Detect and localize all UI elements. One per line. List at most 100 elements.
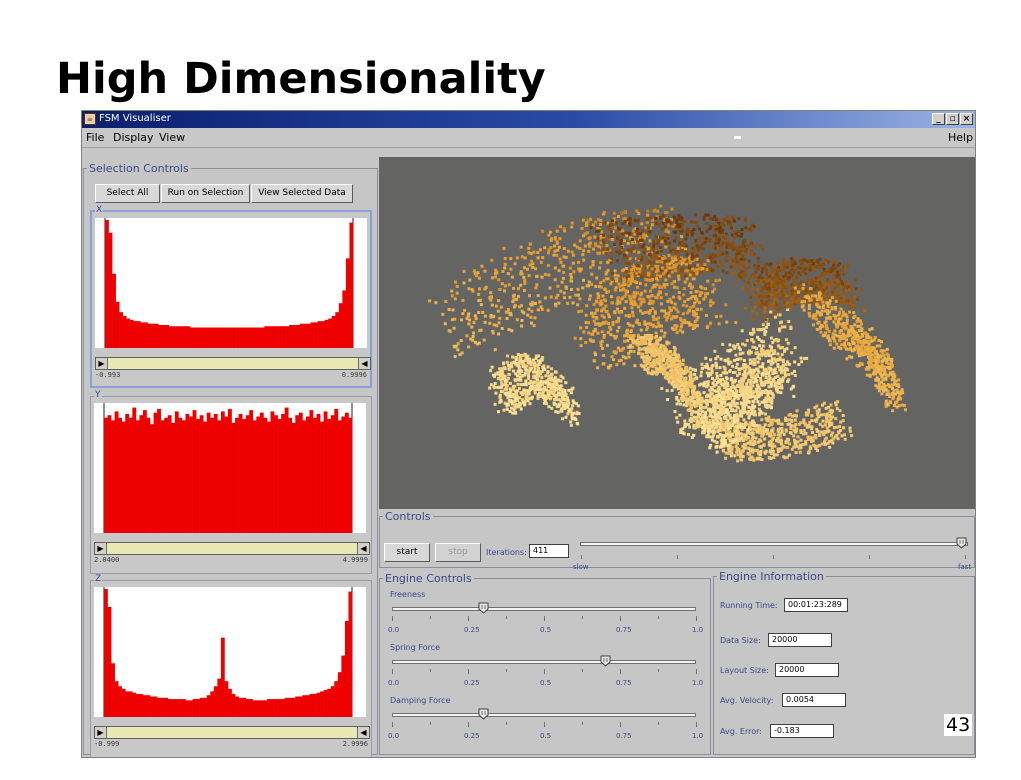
histogram-x-plot[interactable] (95, 218, 367, 348)
histogram-y-plot[interactable] (94, 403, 366, 533)
scroll-left-icon[interactable]: ▶ (95, 543, 107, 554)
engine-slider-label: Damping Force (390, 696, 451, 705)
scroll-left-icon[interactable]: ▶ (96, 358, 108, 369)
histogram-bar (314, 322, 318, 348)
menu-view[interactable]: View (159, 131, 186, 144)
run-on-selection-button[interactable]: Run on Selection (161, 184, 250, 203)
histogram-bar (210, 417, 215, 533)
window-title: FSM Visualiser (99, 113, 171, 124)
histogram-bar (196, 419, 200, 533)
histogram-bar (135, 693, 140, 717)
histogram-bar (306, 323, 311, 348)
engine-slider-scale-label: 0.5 (540, 626, 552, 634)
histogram-bar (190, 327, 194, 348)
histogram-bar (224, 681, 229, 717)
maximize-button[interactable]: ▫ (946, 113, 959, 125)
scroll-right-icon[interactable]: ◀ (357, 727, 369, 738)
histogram-bar (122, 316, 127, 348)
histogram-bar (199, 415, 204, 533)
fast-label: fast (958, 563, 972, 571)
engine-slider-tick (430, 616, 431, 619)
histogram-y-range-scrollbar[interactable]: ▶ ◀ (94, 542, 370, 555)
histogram-bar (264, 326, 269, 348)
histogram-bar (206, 695, 211, 717)
histogram-z-range-scrollbar[interactable]: ▶ ◀ (94, 726, 370, 739)
histogram-x-range-scrollbar[interactable]: ▶ ◀ (95, 357, 371, 370)
histogram-y[interactable]: Y ▶ ◀ 2.0400 4.9999 (90, 390, 372, 574)
histogram-bar (179, 326, 184, 348)
engine-slider-tick (582, 722, 583, 725)
engine-controls-panel: Engine Controls Freeness 0.0 0.25 0.5 0.75 1.… (379, 573, 711, 755)
engine-slider-scale-label: 0.0 (388, 679, 400, 687)
histogram-bar (193, 327, 198, 348)
engine-slider-track[interactable] (392, 660, 696, 664)
engine-slider-track[interactable] (392, 607, 696, 611)
histogram-bar (207, 327, 212, 348)
histogram-bar (232, 327, 237, 348)
histogram-bar (157, 697, 161, 717)
histogram-bar (238, 697, 243, 717)
histogram-bar (323, 411, 328, 533)
engine-slider-tick (582, 616, 583, 619)
histogram-bar (320, 691, 324, 717)
histogram-z-plot[interactable] (94, 587, 366, 717)
speed-tick (773, 555, 774, 559)
close-button[interactable]: × (960, 113, 973, 125)
scroll-right-icon[interactable]: ◀ (357, 543, 369, 554)
histogram-bar (114, 681, 119, 717)
iterations-field[interactable]: 411 (529, 544, 569, 558)
engine-slider-tick (582, 669, 583, 672)
speed-tick (965, 555, 966, 559)
start-button[interactable]: start (384, 543, 430, 562)
minimize-button[interactable]: _ (932, 113, 945, 125)
histogram-bar (291, 697, 296, 717)
scroll-left-icon[interactable]: ▶ (95, 727, 107, 738)
histogram-bar (125, 691, 130, 717)
histogram-bar (267, 326, 272, 348)
histogram-bar (104, 589, 108, 717)
menu-help[interactable]: Help (948, 131, 974, 144)
menu-file[interactable]: File (86, 131, 105, 144)
selection-controls-legend: Selection Controls (89, 162, 189, 175)
histogram-bar (126, 318, 131, 348)
histogram-bar (204, 327, 209, 348)
point-cloud[interactable] (379, 157, 975, 509)
menu-display[interactable]: Display (113, 131, 154, 144)
histogram-bar (327, 419, 332, 533)
histogram-x[interactable]: X ▶ ◀ -0.993 0.9996 (90, 205, 372, 388)
view-selected-data-button[interactable]: View Selected Data (251, 184, 353, 203)
histogram-min: 2.0400 (94, 556, 120, 564)
speed-slider-track[interactable] (580, 542, 968, 546)
histogram-bar (270, 411, 275, 533)
scroll-right-icon[interactable]: ◀ (358, 358, 370, 369)
speed-slider-thumb[interactable] (956, 537, 967, 549)
histogram-bar (295, 696, 300, 717)
histogram-bar (245, 699, 250, 717)
engine-slider-thumb[interactable] (478, 708, 489, 720)
histogram-bar (199, 697, 204, 717)
histogram-bar (302, 420, 307, 533)
engine-slider-tick (658, 616, 659, 619)
stop-button[interactable]: stop (435, 543, 481, 562)
histogram-bar (310, 322, 315, 348)
histogram-bar (243, 327, 248, 348)
engine-slider-thumb[interactable] (600, 655, 611, 667)
histogram-bar (242, 419, 247, 533)
histogram-bar (299, 323, 304, 348)
engine-slider-scale-label: 0.0 (388, 732, 400, 740)
histogram-bar (107, 415, 112, 533)
histogram-bar (192, 699, 197, 717)
engine-controls-legend: Engine Controls (385, 572, 472, 585)
histogram-bar (147, 323, 152, 348)
histogram-label: X (95, 205, 104, 215)
engine-slider-track[interactable] (392, 713, 696, 717)
engine-slider-tick (620, 722, 621, 727)
3d-layout-viewport[interactable] (379, 157, 975, 509)
histogram-bar (270, 699, 275, 717)
histogram-bar (316, 413, 321, 533)
engine-slider-thumb[interactable] (478, 602, 489, 614)
histogram-z[interactable]: Z ▶ ◀ -0.999 2.9996 (90, 574, 372, 757)
engine-slider-tick (392, 669, 393, 674)
select-all-button[interactable]: Select All (95, 184, 160, 203)
histogram-bar (266, 699, 271, 717)
